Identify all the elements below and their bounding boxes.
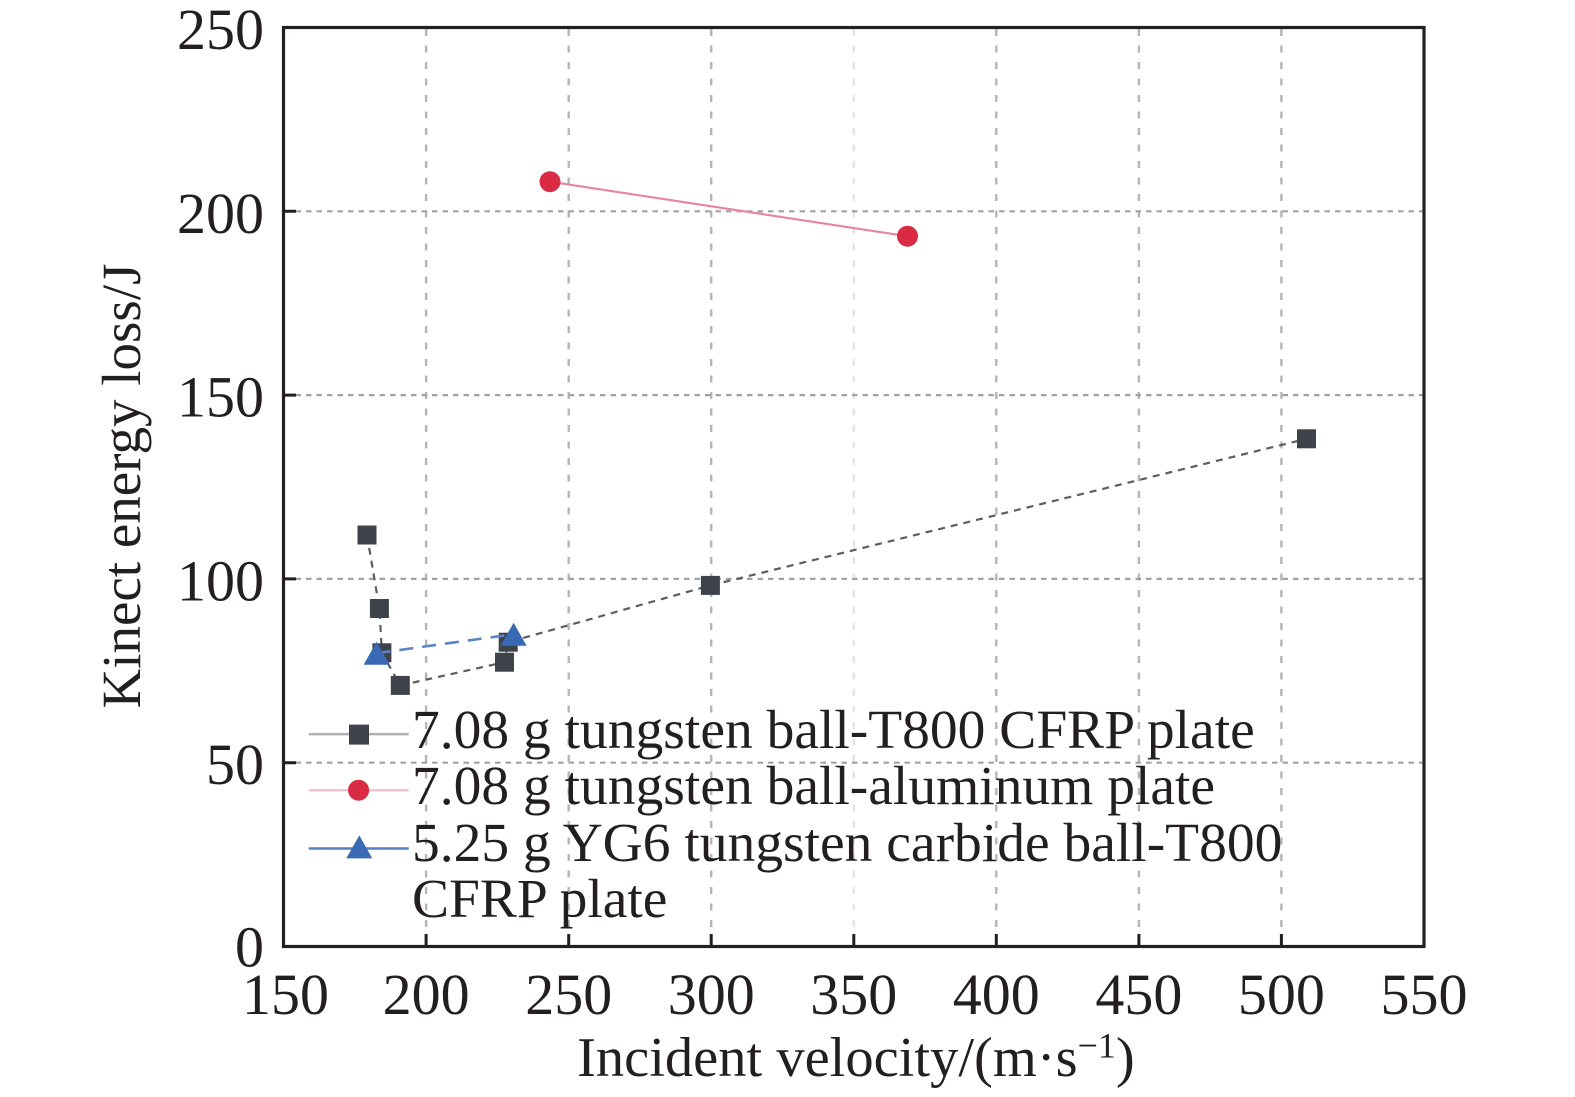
svg-text:400: 400 [953, 962, 1040, 1027]
svg-text:150: 150 [242, 962, 329, 1027]
svg-text:CFRP plate: CFRP plate [412, 869, 667, 930]
svg-text:Incident velocity/(m·s−1): Incident velocity/(m·s−1) [577, 1026, 1135, 1090]
svg-text:450: 450 [1095, 962, 1182, 1027]
svg-text:7.08 g tungsten ball-T800 CFRP: 7.08 g tungsten ball-T800 CFRP plate [412, 700, 1255, 761]
svg-text:300: 300 [668, 962, 755, 1027]
svg-text:0: 0 [235, 914, 264, 979]
svg-text:Kinect energy loss/J: Kinect energy loss/J [91, 263, 152, 708]
svg-text:550: 550 [1381, 962, 1468, 1027]
svg-text:200: 200 [383, 962, 470, 1027]
svg-text:7.08 g tungsten ball-aluminum: 7.08 g tungsten ball-aluminum plate [412, 756, 1215, 817]
svg-text:100: 100 [177, 548, 264, 613]
svg-text:350: 350 [810, 962, 897, 1027]
svg-text:200: 200 [177, 181, 264, 246]
svg-text:50: 50 [206, 732, 264, 797]
svg-text:250: 250 [525, 962, 612, 1027]
svg-text:500: 500 [1238, 962, 1325, 1027]
svg-text:250: 250 [177, 0, 264, 62]
svg-text:5.25 g YG6 tungsten carbide ba: 5.25 g YG6 tungsten carbide ball-T800 [412, 813, 1282, 874]
svg-text:150: 150 [177, 365, 264, 430]
